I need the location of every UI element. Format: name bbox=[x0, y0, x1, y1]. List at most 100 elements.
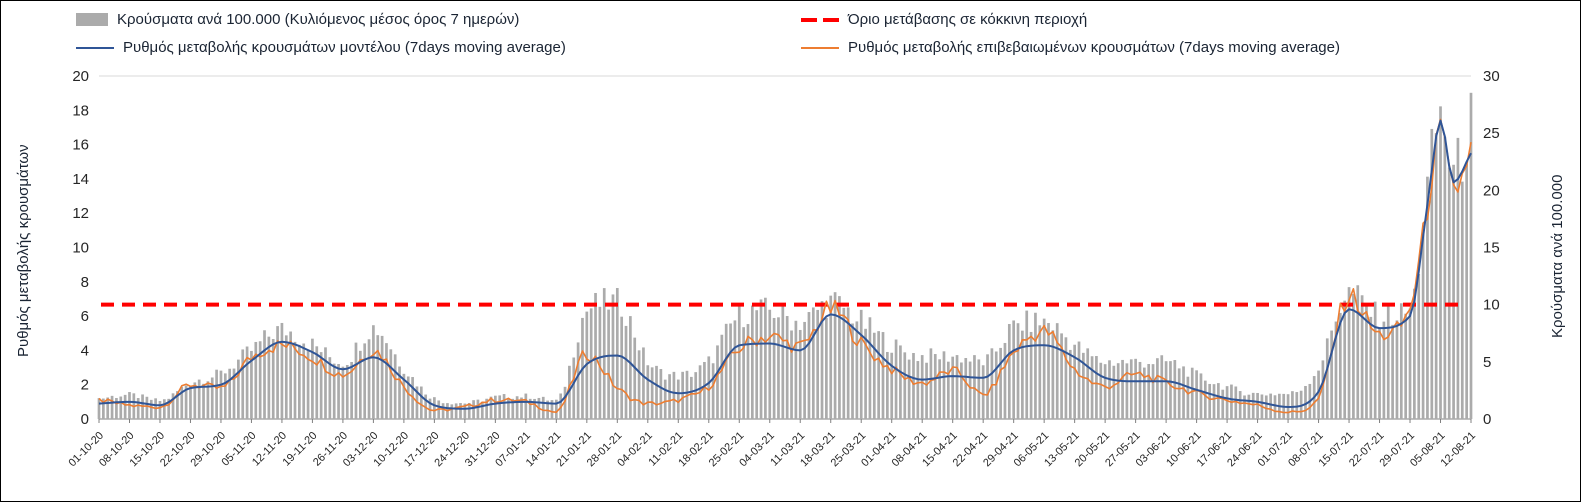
bar bbox=[302, 343, 306, 419]
bar bbox=[716, 345, 719, 419]
bar bbox=[241, 349, 245, 419]
bar bbox=[515, 396, 519, 419]
bar bbox=[833, 292, 837, 419]
bar bbox=[589, 308, 593, 419]
bar bbox=[250, 350, 253, 419]
bar bbox=[916, 361, 920, 419]
bar bbox=[367, 339, 371, 419]
bar bbox=[899, 345, 902, 419]
bar bbox=[406, 376, 410, 419]
bar bbox=[193, 382, 197, 419]
right-axis-tick-label: 15 bbox=[1483, 240, 1500, 257]
bar bbox=[1112, 365, 1116, 419]
bar bbox=[1129, 359, 1133, 419]
bar bbox=[245, 346, 249, 419]
bar bbox=[563, 386, 567, 419]
legend-label-cases-bars: Κρούσματα ανά 100.000 (Κυλιόμενος μέσος … bbox=[117, 11, 520, 28]
bar bbox=[1338, 312, 1342, 419]
bar bbox=[489, 396, 493, 419]
legend-item-threshold: Όριο μετάβασης σε κόκκινη περιοχή bbox=[801, 11, 1087, 28]
bar bbox=[402, 373, 406, 419]
bar bbox=[1160, 355, 1164, 419]
bar bbox=[315, 346, 319, 419]
bar bbox=[925, 362, 928, 419]
bar bbox=[1356, 285, 1360, 419]
bar bbox=[1439, 106, 1442, 420]
bar bbox=[1399, 303, 1403, 419]
bar bbox=[703, 361, 706, 419]
left-axis-tick-label: 2 bbox=[81, 377, 89, 394]
right-axis-tick-label: 30 bbox=[1483, 68, 1500, 85]
bar bbox=[459, 403, 462, 419]
bar bbox=[419, 386, 423, 419]
right-axis-tick-label: 20 bbox=[1483, 182, 1500, 199]
bar bbox=[102, 398, 105, 419]
bar bbox=[846, 307, 850, 419]
legend-label-model-rate: Ρυθμός μεταβολής κρουσμάτων μοντέλου (7d… bbox=[123, 39, 566, 56]
bar bbox=[480, 401, 484, 419]
bar bbox=[485, 398, 488, 419]
bar bbox=[803, 321, 806, 419]
bar bbox=[232, 368, 236, 419]
bar bbox=[1404, 313, 1408, 419]
bar bbox=[1304, 386, 1307, 419]
right-axis-tick-label: 0 bbox=[1483, 411, 1491, 428]
left-axis-tick-label: 16 bbox=[72, 137, 89, 154]
bar bbox=[864, 328, 867, 419]
right-axis-tick-label: 5 bbox=[1483, 354, 1491, 371]
bar bbox=[1147, 364, 1151, 419]
bar bbox=[463, 403, 467, 419]
bar bbox=[737, 305, 741, 419]
bar bbox=[363, 343, 367, 419]
bar bbox=[859, 309, 863, 419]
bar bbox=[1352, 293, 1355, 419]
bar bbox=[825, 317, 828, 419]
model-line-swatch bbox=[76, 46, 114, 49]
bar bbox=[215, 369, 218, 419]
bar bbox=[1047, 323, 1050, 419]
bar bbox=[1251, 392, 1255, 419]
bar bbox=[750, 305, 754, 419]
bar bbox=[337, 364, 340, 419]
bar bbox=[890, 352, 894, 419]
bar bbox=[550, 400, 554, 419]
bar bbox=[672, 371, 676, 419]
bar bbox=[690, 376, 693, 419]
bar bbox=[1190, 367, 1194, 419]
bar bbox=[1217, 383, 1220, 419]
bar bbox=[1238, 391, 1242, 419]
bar bbox=[968, 361, 972, 419]
bar bbox=[894, 339, 898, 419]
bar bbox=[1038, 325, 1042, 419]
bar bbox=[1208, 383, 1212, 419]
bar bbox=[576, 342, 580, 419]
bar bbox=[1073, 344, 1076, 419]
bar bbox=[1417, 273, 1421, 419]
bar bbox=[507, 398, 510, 419]
bar bbox=[1452, 164, 1455, 419]
bar bbox=[746, 324, 750, 419]
bar bbox=[123, 394, 127, 419]
bar bbox=[554, 399, 558, 419]
bar bbox=[1317, 370, 1320, 419]
bar bbox=[1330, 330, 1333, 419]
bar bbox=[145, 396, 149, 419]
bar bbox=[1021, 330, 1024, 419]
bar bbox=[433, 397, 436, 419]
bar bbox=[1203, 380, 1207, 419]
bar bbox=[380, 335, 384, 419]
bar bbox=[1125, 363, 1129, 419]
bar bbox=[1007, 324, 1011, 419]
bar bbox=[1134, 358, 1137, 419]
bar bbox=[951, 356, 955, 419]
bar bbox=[764, 297, 767, 419]
bar bbox=[311, 338, 314, 419]
bar bbox=[1369, 316, 1373, 419]
bar bbox=[1408, 308, 1412, 419]
bar bbox=[1042, 318, 1046, 419]
legend-label-confirmed-rate: Ρυθμός μεταβολής επιβεβαιωμένων κρουσμάτ… bbox=[848, 39, 1340, 56]
bar bbox=[1256, 392, 1259, 419]
bar bbox=[389, 349, 393, 419]
bar bbox=[258, 341, 262, 419]
bar bbox=[228, 368, 232, 419]
